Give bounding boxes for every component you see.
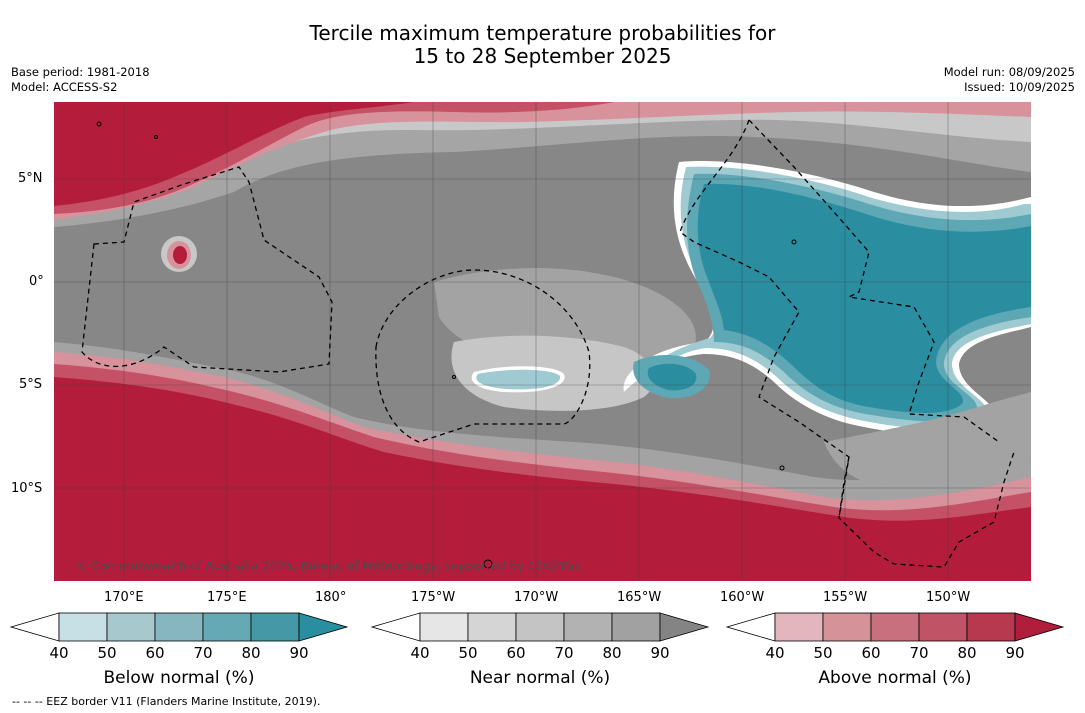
- below-normal-title: Below normal (%): [103, 668, 255, 688]
- lon-label-170e: 170°E: [104, 590, 144, 605]
- lon-label-170w: 170°W: [514, 590, 559, 605]
- issued-date: Issued: 10/09/2025: [964, 80, 1075, 94]
- above-tick-40: 40: [765, 644, 785, 662]
- lon-label-160w: 160°W: [720, 590, 765, 605]
- above-normal-south-strong: [54, 377, 1031, 581]
- below-tick-60: 60: [145, 644, 165, 662]
- above-tick-90: 90: [1005, 644, 1025, 662]
- above-tick-50: 50: [813, 644, 833, 662]
- near-tick-70: 70: [554, 644, 574, 662]
- eez-borders: [81, 119, 1015, 568]
- red-spot-inner: [173, 246, 187, 264]
- eez-footnote: -- -- -- EEZ border V11 (Flanders Marine…: [12, 695, 321, 708]
- near-normal-east-south: [824, 392, 1031, 489]
- map-title-line1: Tercile maximum temperature probabilitie…: [309, 21, 776, 45]
- lat-label-5s: 5°S: [19, 377, 43, 392]
- below-normal-west-core: [647, 363, 697, 391]
- graticule: [54, 102, 1031, 581]
- lat-label-0: 0°: [29, 274, 44, 289]
- lon-label-150w: 150°W: [926, 590, 971, 605]
- above-tick-70: 70: [909, 644, 929, 662]
- below-normal-strong: [697, 183, 1031, 413]
- map-svg: © Commonwealth of Australia 2025, Bureau…: [54, 102, 1031, 581]
- above-normal-title: Above normal (%): [818, 668, 972, 688]
- lat-label-5n: 5°N: [18, 171, 43, 186]
- near-tick-50: 50: [458, 644, 478, 662]
- below-tick-40: 40: [49, 644, 69, 662]
- map-credit: © Commonwealth of Australia 2025, Bureau…: [76, 559, 581, 573]
- above-normal-north-weak: [54, 102, 1031, 220]
- model-name: Model: ACCESS-S2: [11, 80, 118, 94]
- lat-label-10s: 10°S: [11, 481, 43, 496]
- below-tick-80: 80: [241, 644, 261, 662]
- above-normal-north-strong: [54, 102, 414, 206]
- near-tick-90: 90: [650, 644, 670, 662]
- lon-label-175e: 175°E: [207, 590, 247, 605]
- base-period: Base period: 1981-2018: [11, 65, 150, 79]
- below-tick-90: 90: [289, 644, 309, 662]
- near-tick-40: 40: [410, 644, 430, 662]
- colorbar-above: [725, 612, 1065, 642]
- near-normal-title: Near normal (%): [469, 668, 611, 688]
- below-tick-70: 70: [193, 644, 213, 662]
- below-tick-50: 50: [97, 644, 117, 662]
- probability-map: © Commonwealth of Australia 2025, Bureau…: [54, 102, 1031, 581]
- islands: [96, 121, 797, 569]
- above-tick-80: 80: [957, 644, 977, 662]
- lon-label-180: 180°: [315, 590, 347, 605]
- model-run: Model run: 08/09/2025: [943, 65, 1075, 79]
- below-normal-small-patch: [476, 369, 561, 390]
- lon-label-175w: 175°W: [411, 590, 456, 605]
- colorbars-svg: [9, 612, 1065, 642]
- near-tick-80: 80: [602, 644, 622, 662]
- map-title-line2: 15 to 28 September 2025: [413, 44, 672, 68]
- lon-label-155w: 155°W: [823, 590, 868, 605]
- above-tick-60: 60: [861, 644, 881, 662]
- colorbar-below: [9, 612, 349, 642]
- colorbar-near: [370, 612, 710, 642]
- near-tick-60: 60: [506, 644, 526, 662]
- lon-label-165w: 165°W: [617, 590, 662, 605]
